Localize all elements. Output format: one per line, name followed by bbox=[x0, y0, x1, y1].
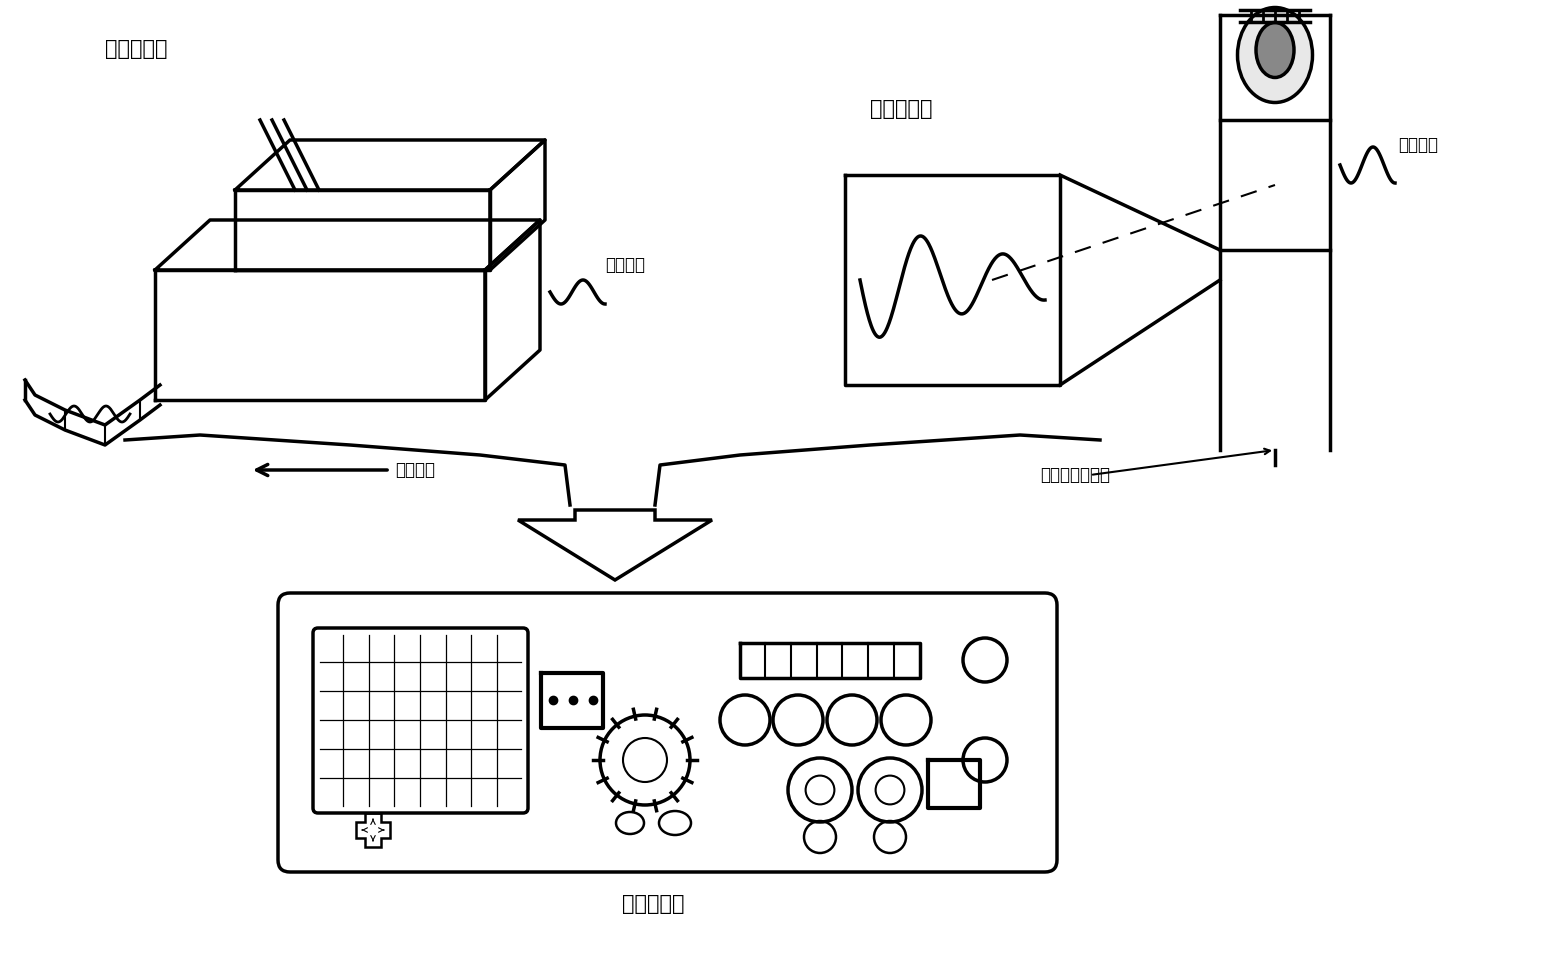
Text: 输入信号: 输入信号 bbox=[605, 256, 646, 274]
Text: 模拟示波器: 模拟示波器 bbox=[870, 99, 932, 119]
Text: 时间轴扫描信号: 时间轴扫描信号 bbox=[1040, 466, 1110, 484]
Ellipse shape bbox=[1237, 8, 1313, 102]
Text: 输纸方向: 输纸方向 bbox=[395, 461, 435, 479]
Text: 数字示波器: 数字示波器 bbox=[622, 894, 684, 914]
Text: 输入信号: 输入信号 bbox=[1398, 136, 1438, 154]
Text: 波形记录器: 波形记录器 bbox=[105, 39, 167, 59]
Ellipse shape bbox=[1255, 23, 1294, 77]
